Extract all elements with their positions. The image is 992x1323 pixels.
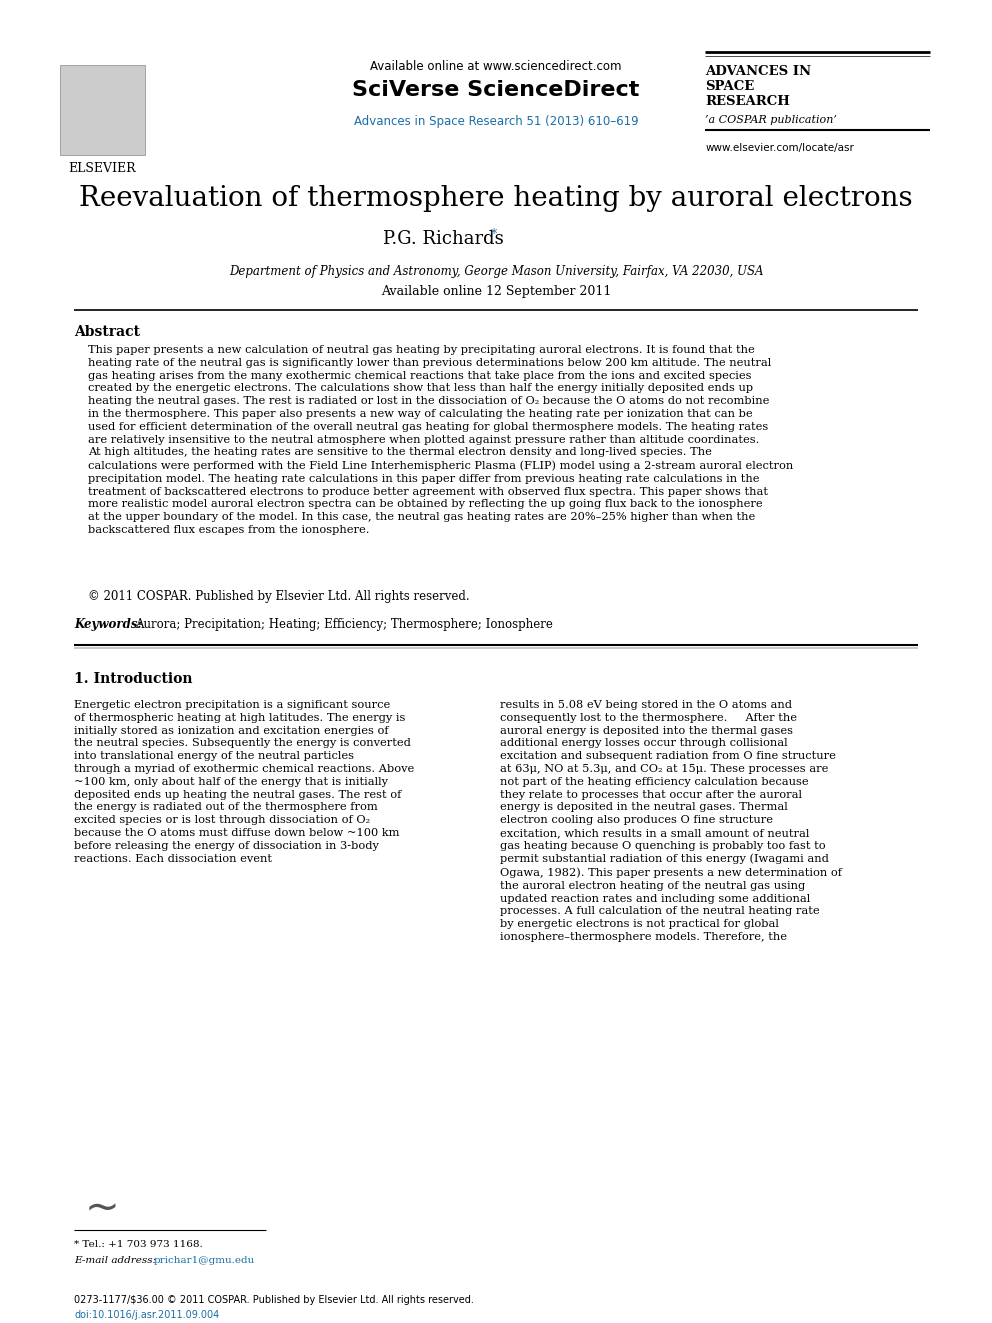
Text: www.elsevier.com/locate/asr: www.elsevier.com/locate/asr (705, 143, 854, 153)
Text: P.G. Richards: P.G. Richards (383, 230, 504, 247)
Text: RESEARCH: RESEARCH (705, 95, 791, 108)
Text: 1. Introduction: 1. Introduction (74, 672, 193, 687)
Text: Aurora; Precipitation; Heating; Efficiency; Thermosphere; Ionosphere: Aurora; Precipitation; Heating; Efficien… (135, 618, 554, 631)
Text: ~: ~ (85, 1187, 120, 1229)
Text: SciVerse ScienceDirect: SciVerse ScienceDirect (352, 79, 640, 101)
Text: © 2011 COSPAR. Published by Elsevier Ltd. All rights reserved.: © 2011 COSPAR. Published by Elsevier Ltd… (88, 590, 470, 603)
Text: * Tel.: +1 703 973 1168.: * Tel.: +1 703 973 1168. (74, 1240, 203, 1249)
Text: ’a COSPAR publication’: ’a COSPAR publication’ (705, 115, 837, 124)
Text: This paper presents a new calculation of neutral gas heating by precipitating au: This paper presents a new calculation of… (88, 345, 794, 534)
Text: *: * (490, 228, 497, 241)
Text: doi:10.1016/j.asr.2011.09.004: doi:10.1016/j.asr.2011.09.004 (74, 1310, 219, 1320)
Text: Available online at www.sciencedirect.com: Available online at www.sciencedirect.co… (370, 60, 622, 73)
Text: ADVANCES IN: ADVANCES IN (705, 65, 811, 78)
Text: E-mail address:: E-mail address: (74, 1256, 157, 1265)
Text: Energetic electron precipitation is a significant source
of thermospheric heatin: Energetic electron precipitation is a si… (74, 700, 415, 864)
Text: Department of Physics and Astronomy, George Mason University, Fairfax, VA 22030,: Department of Physics and Astronomy, Geo… (229, 265, 763, 278)
Text: Reevaluation of thermosphere heating by auroral electrons: Reevaluation of thermosphere heating by … (79, 185, 913, 212)
Text: Abstract: Abstract (74, 325, 141, 339)
Text: Keywords:: Keywords: (74, 618, 142, 631)
Text: results in 5.08 eV being stored in the O atoms and
consequently lost to the ther: results in 5.08 eV being stored in the O… (500, 700, 842, 942)
Text: 0273-1177/$36.00 © 2011 COSPAR. Published by Elsevier Ltd. All rights reserved.: 0273-1177/$36.00 © 2011 COSPAR. Publishe… (74, 1295, 474, 1304)
Text: prichar1@gmu.edu: prichar1@gmu.edu (154, 1256, 255, 1265)
FancyBboxPatch shape (61, 65, 145, 155)
Text: Available online 12 September 2011: Available online 12 September 2011 (381, 284, 611, 298)
Text: ELSEVIER: ELSEVIER (68, 161, 136, 175)
Text: SPACE: SPACE (705, 79, 755, 93)
Text: Advances in Space Research 51 (2013) 610–619: Advances in Space Research 51 (2013) 610… (354, 115, 638, 128)
